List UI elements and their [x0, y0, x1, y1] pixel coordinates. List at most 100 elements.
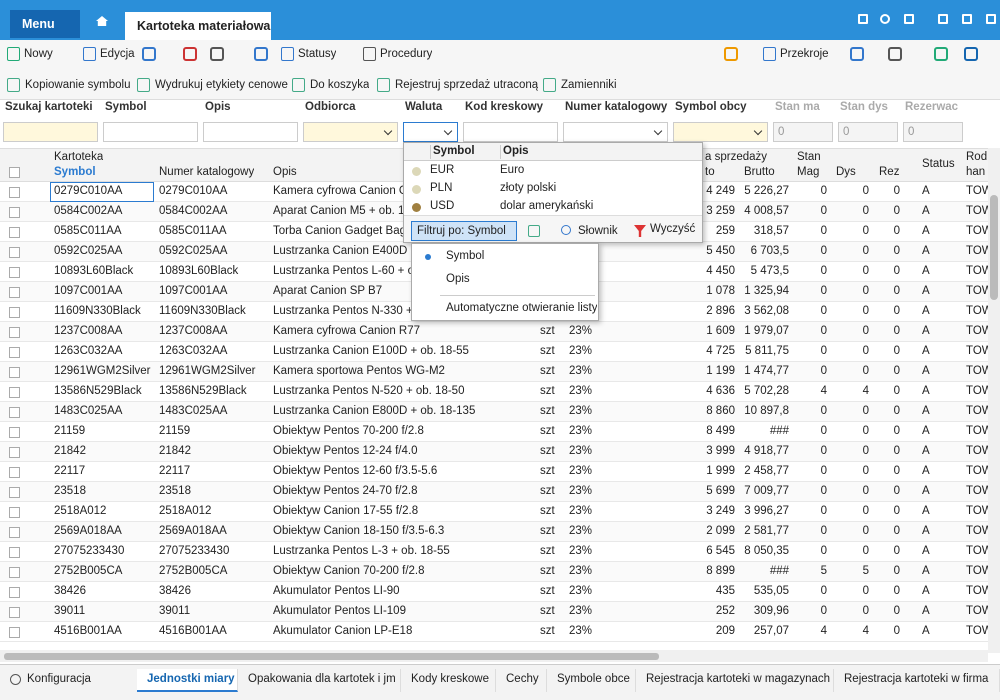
toolbar-icon[interactable]: [210, 47, 224, 61]
dictionary-button[interactable]: Słownik: [578, 225, 618, 237]
toolbar-button[interactable]: Procedury: [380, 48, 433, 60]
bottom-tab[interactable]: Rejestracja kartoteki w firma: [834, 669, 1000, 692]
grid-row[interactable]: [0, 522, 988, 542]
filter-input[interactable]: 0: [773, 122, 833, 142]
home-icon[interactable]: [96, 16, 108, 26]
checkbox[interactable]: [9, 307, 20, 318]
checkbox[interactable]: [9, 547, 20, 558]
filter-input[interactable]: [303, 122, 398, 142]
action-icon[interactable]: [543, 78, 556, 92]
checkbox[interactable]: [9, 327, 20, 338]
bottom-tab[interactable]: Opakowania dla kartotek i jm: [238, 669, 401, 692]
toolbar-icon[interactable]: [850, 47, 864, 61]
grid-row[interactable]: [0, 422, 988, 442]
grid-row[interactable]: [0, 562, 988, 582]
column-header[interactable]: Symbol: [54, 166, 96, 178]
action-icon[interactable]: [292, 78, 305, 92]
grid-row[interactable]: [0, 582, 988, 602]
h-scroll-thumb[interactable]: [4, 653, 659, 660]
column-header[interactable]: Dys: [836, 166, 856, 178]
window-icon[interactable]: [962, 14, 972, 24]
checkbox[interactable]: [9, 207, 20, 218]
toolbar-button[interactable]: Przekroje: [780, 48, 829, 60]
column-header[interactable]: Brutto: [744, 166, 775, 178]
toolbar-icon[interactable]: [363, 47, 376, 61]
filter-input[interactable]: [563, 122, 668, 142]
search-icon[interactable]: [561, 225, 571, 235]
toolbar-icon[interactable]: [724, 47, 738, 61]
menu-item[interactable]: Opis: [446, 273, 470, 285]
action-button[interactable]: Do koszyka: [310, 79, 370, 91]
bottom-tab[interactable]: Symbole obce: [547, 669, 636, 692]
action-button[interactable]: Zamienniki: [561, 79, 617, 91]
column-header[interactable]: Opis: [273, 166, 297, 178]
toolbar-button[interactable]: Edycja: [100, 48, 135, 60]
filter-input[interactable]: [103, 122, 198, 142]
toolbar-icon[interactable]: [763, 47, 776, 61]
filter-input[interactable]: [203, 122, 298, 142]
checkbox[interactable]: [9, 447, 20, 458]
grid-row[interactable]: [0, 602, 988, 622]
checkbox[interactable]: [9, 467, 20, 478]
checkbox[interactable]: [9, 427, 20, 438]
lookup-cell[interactable]: Euro: [500, 164, 525, 176]
action-button[interactable]: Kopiowanie symbolu: [25, 79, 131, 91]
toolbar-icon[interactable]: [183, 47, 197, 61]
filter-button[interactable]: Filtruj po: Symbol: [411, 221, 517, 241]
toolbar-icon[interactable]: [7, 47, 20, 61]
config-icon[interactable]: [10, 674, 21, 685]
filter-input[interactable]: 0: [838, 122, 898, 142]
checkbox[interactable]: [9, 227, 20, 238]
toolbar-button[interactable]: Statusy: [298, 48, 337, 60]
toolbar-button[interactable]: Nowy: [24, 48, 53, 60]
add-icon[interactable]: [528, 225, 540, 237]
toolbar-icon[interactable]: [934, 47, 948, 61]
grid-row[interactable]: [0, 482, 988, 502]
checkbox[interactable]: [9, 187, 20, 198]
toolbar-icon[interactable]: [142, 47, 156, 61]
lookup-cell[interactable]: dolar amerykański: [500, 200, 594, 212]
checkbox[interactable]: [9, 267, 20, 278]
checkbox[interactable]: [9, 347, 20, 358]
filter-input[interactable]: 0: [903, 122, 963, 142]
menu-item[interactable]: Symbol: [446, 250, 485, 262]
grid-row[interactable]: [0, 622, 988, 642]
window-icon[interactable]: [880, 14, 890, 24]
column-header[interactable]: Rez: [879, 166, 900, 178]
dropdown-arrow[interactable]: [653, 126, 663, 136]
checkbox[interactable]: [9, 407, 20, 418]
grid-row[interactable]: [0, 322, 988, 342]
action-icon[interactable]: [377, 78, 390, 92]
column-header[interactable]: Mag: [797, 166, 820, 178]
checkbox[interactable]: [9, 287, 20, 298]
checkbox[interactable]: [9, 167, 20, 178]
toolbar-icon[interactable]: [83, 47, 96, 61]
grid-row[interactable]: [0, 502, 988, 522]
bottom-tab[interactable]: Rejestracja kartoteki w magazynach: [636, 669, 834, 692]
toolbar-icon[interactable]: [281, 47, 294, 61]
lookup-column[interactable]: Symbol: [430, 145, 500, 159]
bottom-tab[interactable]: Cechy: [496, 669, 547, 692]
grid-row[interactable]: [0, 442, 988, 462]
checkbox[interactable]: [9, 507, 20, 518]
checkbox[interactable]: [9, 387, 20, 398]
active-tab[interactable]: Kartoteka materiałowa: [125, 12, 271, 40]
menu-button[interactable]: Menu: [10, 10, 80, 38]
grid-row[interactable]: [0, 362, 988, 382]
checkbox[interactable]: [9, 527, 20, 538]
toolbar-icon[interactable]: [254, 47, 268, 61]
checkbox[interactable]: [9, 607, 20, 618]
v-scroll-thumb[interactable]: [990, 195, 998, 300]
column-header[interactable]: Numer katalogowy: [159, 166, 255, 178]
filter-input[interactable]: [673, 122, 768, 142]
filter-input[interactable]: [3, 122, 98, 142]
grid-row[interactable]: [0, 382, 988, 402]
action-button[interactable]: Wydrukuj etykiety cenowe: [155, 79, 288, 91]
dropdown-arrow[interactable]: [383, 126, 393, 136]
lookup-cell[interactable]: PLN: [430, 182, 453, 194]
checkbox[interactable]: [9, 367, 20, 378]
checkbox[interactable]: [9, 247, 20, 258]
dropdown-arrow[interactable]: [443, 126, 453, 136]
dropdown-arrow[interactable]: [753, 126, 763, 136]
window-icon[interactable]: [858, 14, 868, 24]
